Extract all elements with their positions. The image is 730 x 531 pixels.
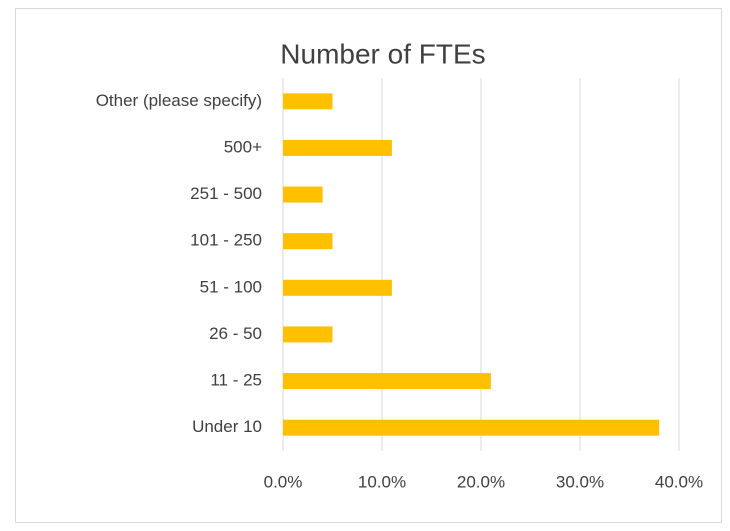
y-tick-label: 11 - 25: [210, 371, 262, 390]
y-tick-label: 101 - 250: [190, 231, 262, 250]
chart-frame: [15, 8, 722, 523]
x-tick-label: 20.0%: [457, 472, 505, 491]
y-tick-label: Under 10: [192, 417, 262, 436]
y-tick-label: 26 - 50: [209, 324, 262, 343]
bar: [283, 419, 660, 436]
bar: [283, 373, 491, 390]
bar: [283, 139, 392, 156]
bar: [283, 93, 333, 110]
y-tick-label: 51 - 100: [200, 277, 262, 296]
chart-title: Number of FTEs: [280, 38, 485, 69]
x-tick-label: 0.0%: [264, 472, 303, 491]
x-tick-label: 30.0%: [556, 472, 604, 491]
y-tick-label: Other (please specify): [96, 91, 262, 110]
y-tick-label: 251 - 500: [190, 184, 262, 203]
bar: [283, 233, 333, 250]
bar: [283, 186, 323, 203]
x-tick-label: 40.0%: [655, 472, 703, 491]
bar: [283, 326, 333, 343]
x-tick-label: 10.0%: [358, 472, 406, 491]
bar: [283, 279, 392, 296]
y-tick-label: 500+: [224, 137, 262, 156]
